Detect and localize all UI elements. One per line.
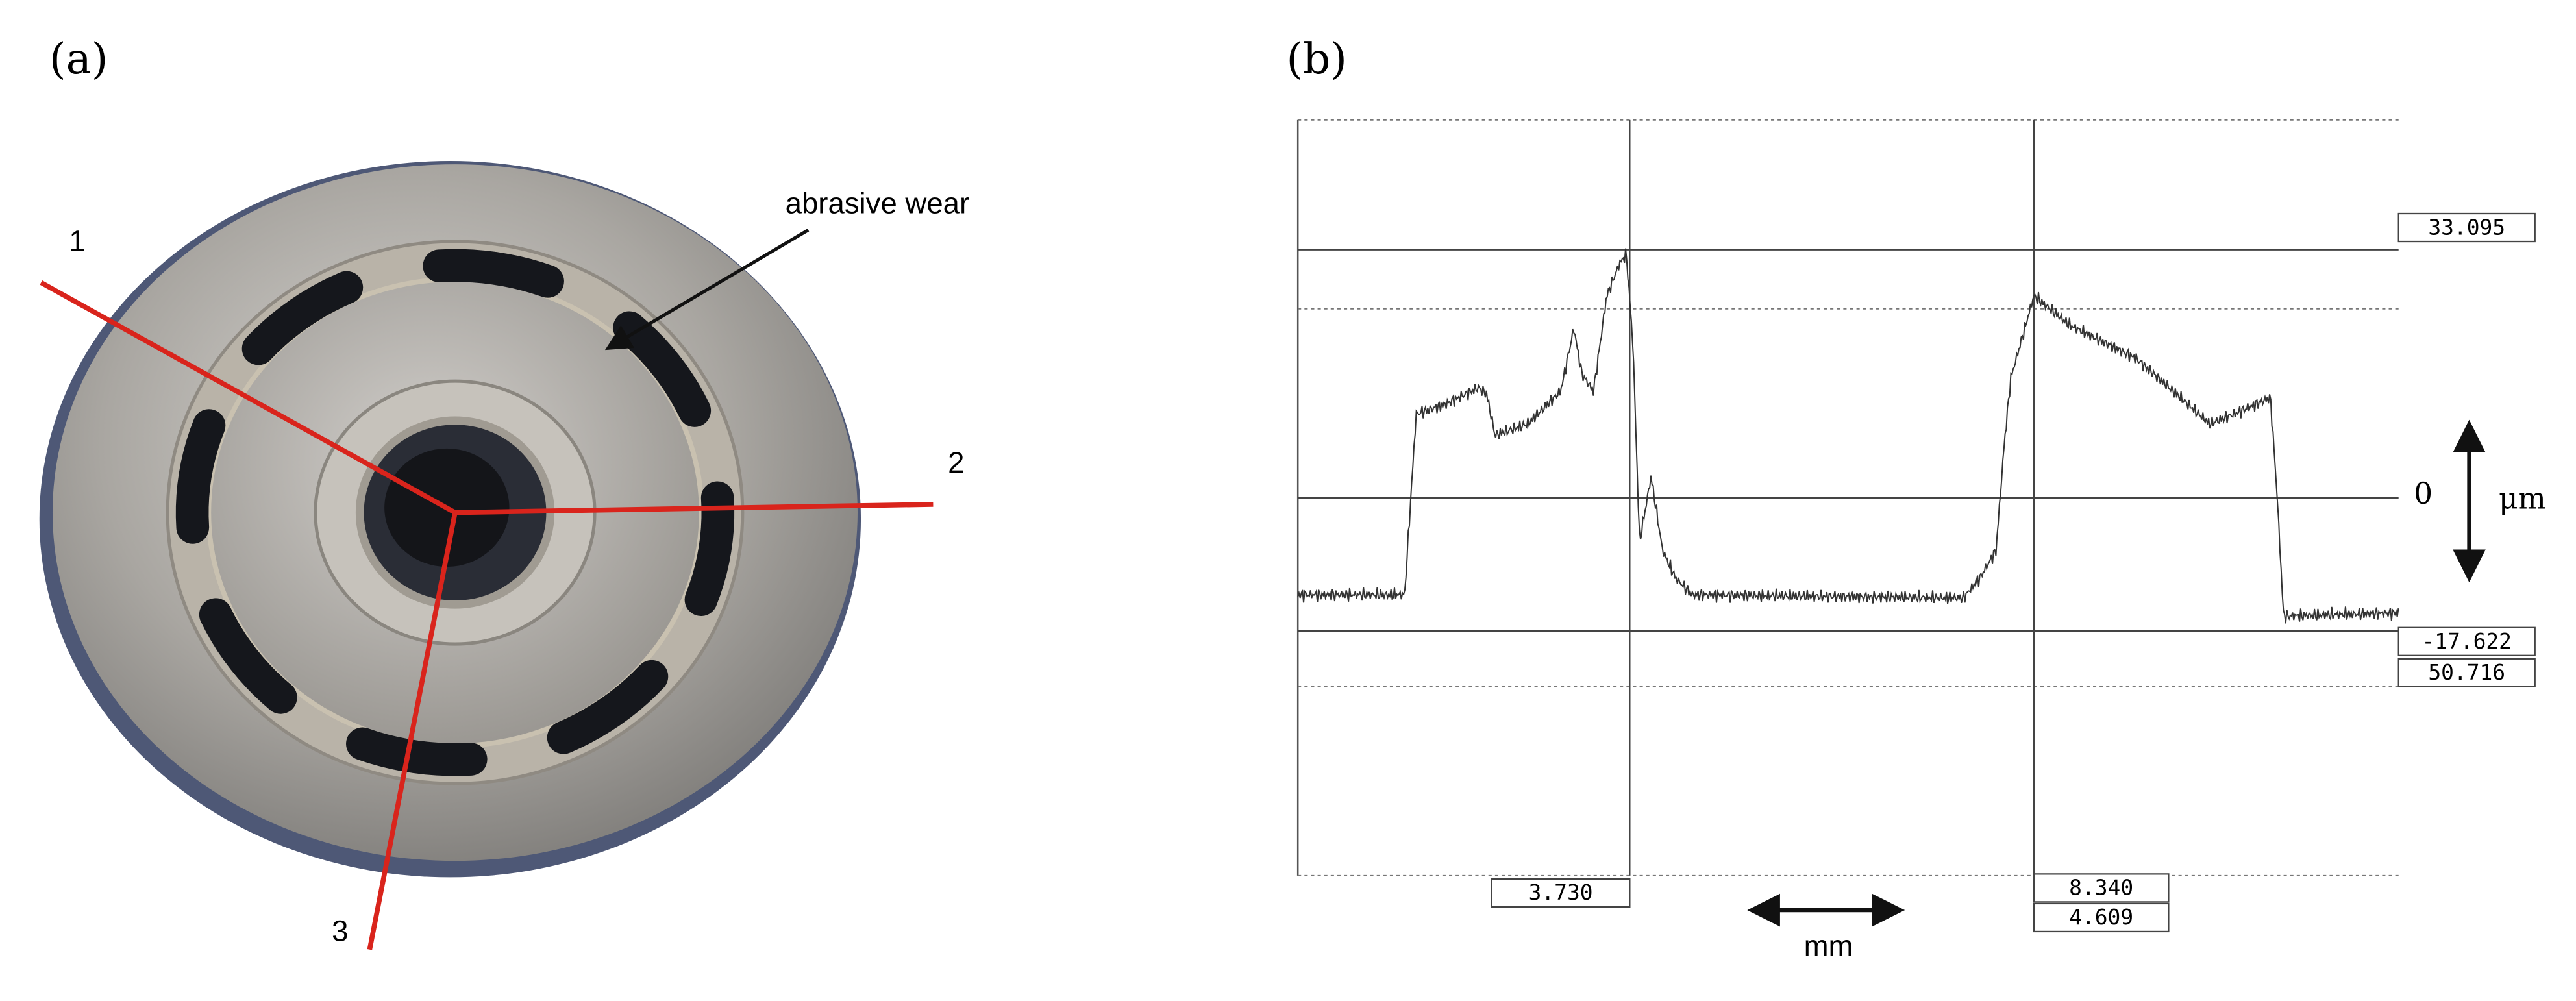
readout: 3.730 <box>1529 880 1593 905</box>
section-marker: 1 <box>69 225 85 258</box>
panel-label: (a) <box>49 34 108 84</box>
readout-box <box>1491 878 1631 908</box>
y-unit: μm <box>2499 481 2546 515</box>
zero-label: 0 <box>2414 476 2433 511</box>
section-line <box>40 280 456 515</box>
slot <box>423 249 564 298</box>
readout: 50.716 <box>2428 660 2505 685</box>
slot <box>346 727 488 776</box>
section-marker: 2 <box>948 446 964 479</box>
annotation: abrasive wear <box>786 186 970 219</box>
section-line <box>454 502 934 515</box>
slot <box>175 409 226 544</box>
readout: 33.095 <box>2428 214 2505 240</box>
readout-box <box>2033 873 2170 903</box>
readout-box <box>2033 902 2170 933</box>
annotation-arrow <box>604 229 810 351</box>
panel-label: (b) <box>1286 34 1346 84</box>
x-unit: mm <box>1804 929 1853 962</box>
slot <box>199 598 297 714</box>
profile-trace <box>1297 248 2399 624</box>
slot <box>547 660 669 754</box>
readout: -17.622 <box>2421 628 2512 654</box>
slot <box>684 481 735 616</box>
readout-box <box>2397 626 2536 656</box>
slot <box>613 311 712 427</box>
slot <box>242 271 364 365</box>
section-line <box>367 512 458 950</box>
readout: 8.340 <box>2069 875 2133 900</box>
readout-box <box>2397 658 2536 688</box>
readout-box <box>2397 212 2536 243</box>
readout: 4.609 <box>2069 904 2133 930</box>
section-marker: 3 <box>332 915 348 948</box>
